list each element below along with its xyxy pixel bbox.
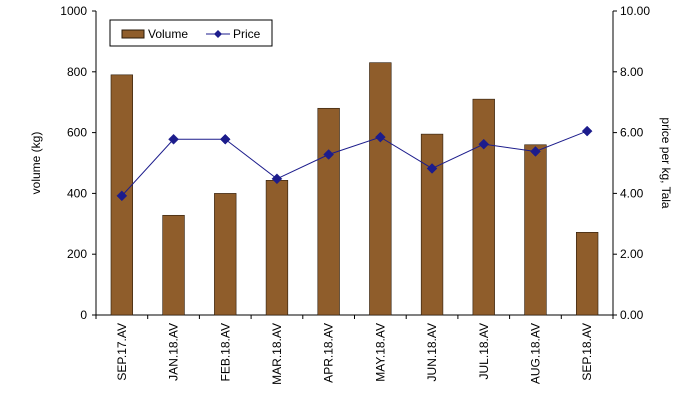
y-tick-label: 1000 (60, 4, 87, 18)
y2-tick-label: 4.00 (620, 186, 644, 200)
x-tick-label: MAR.18.AV (270, 323, 284, 385)
price-series-line (121, 130, 588, 197)
x-tick-label: MAY.18.AV (373, 323, 387, 382)
y2-tick-label: 8.00 (620, 65, 644, 79)
bar-volume (575, 232, 599, 316)
y-tick-label: 200 (67, 247, 87, 261)
x-tick-label: AUG.18.AV (528, 323, 542, 384)
bar-volume (369, 62, 392, 316)
y2-tick-label: 10.00 (620, 4, 650, 18)
y2-tick-label: 0.00 (620, 308, 644, 322)
y2-tick-label: 6.00 (620, 126, 644, 140)
price-point (168, 133, 179, 145)
price-point (581, 125, 593, 137)
bar-volume (317, 107, 340, 316)
volume-bars (110, 62, 599, 316)
x-tick-label: JAN.18.AV (167, 323, 181, 381)
x-tick-label: JUL.18.AV (477, 323, 491, 379)
price-point (374, 131, 386, 143)
x-tick-label: SEP.18.AV (580, 323, 594, 381)
price-point (426, 163, 438, 174)
legend-volume-label: Volume (148, 27, 188, 41)
y-tick-label: 400 (67, 186, 87, 200)
price-point (323, 149, 335, 160)
bar-volume (214, 193, 237, 316)
x-tick-label: FEB.18.AV (218, 323, 232, 381)
bar-volume (162, 214, 185, 316)
x-tick-label: APR.18.AV (322, 323, 336, 383)
bar-volume (472, 98, 495, 316)
legend-volume-swatch (121, 29, 145, 39)
price-point (530, 146, 541, 157)
bar-volume (265, 180, 289, 316)
bar-volume (524, 144, 547, 316)
price-point (271, 173, 283, 185)
y-tick-label: 0 (80, 308, 87, 322)
legend-price-marker (214, 30, 222, 38)
y2-axis-label: price per kg, Tala (659, 117, 673, 208)
x-tick-label: SEP.17.AV (115, 323, 129, 381)
price-point (478, 138, 490, 150)
y-axis-label: volume (kg) (29, 132, 43, 195)
price-point (116, 190, 128, 202)
tick-labels: 0 200 400 600 800 1000 0.00 2.00 4.00 6.00 8.00 10.… (60, 4, 650, 385)
legend-price-label: Price (233, 27, 261, 41)
bar-volume (420, 133, 444, 316)
price-point (219, 133, 231, 145)
legend: Volume Price (109, 19, 273, 47)
y2-tick-label: 2.00 (620, 247, 644, 261)
x-tick-label: JUN.18.AV (425, 323, 439, 381)
y-tick-label: 800 (67, 65, 87, 79)
price-line (116, 125, 593, 202)
y-tick-label: 600 (67, 126, 87, 140)
